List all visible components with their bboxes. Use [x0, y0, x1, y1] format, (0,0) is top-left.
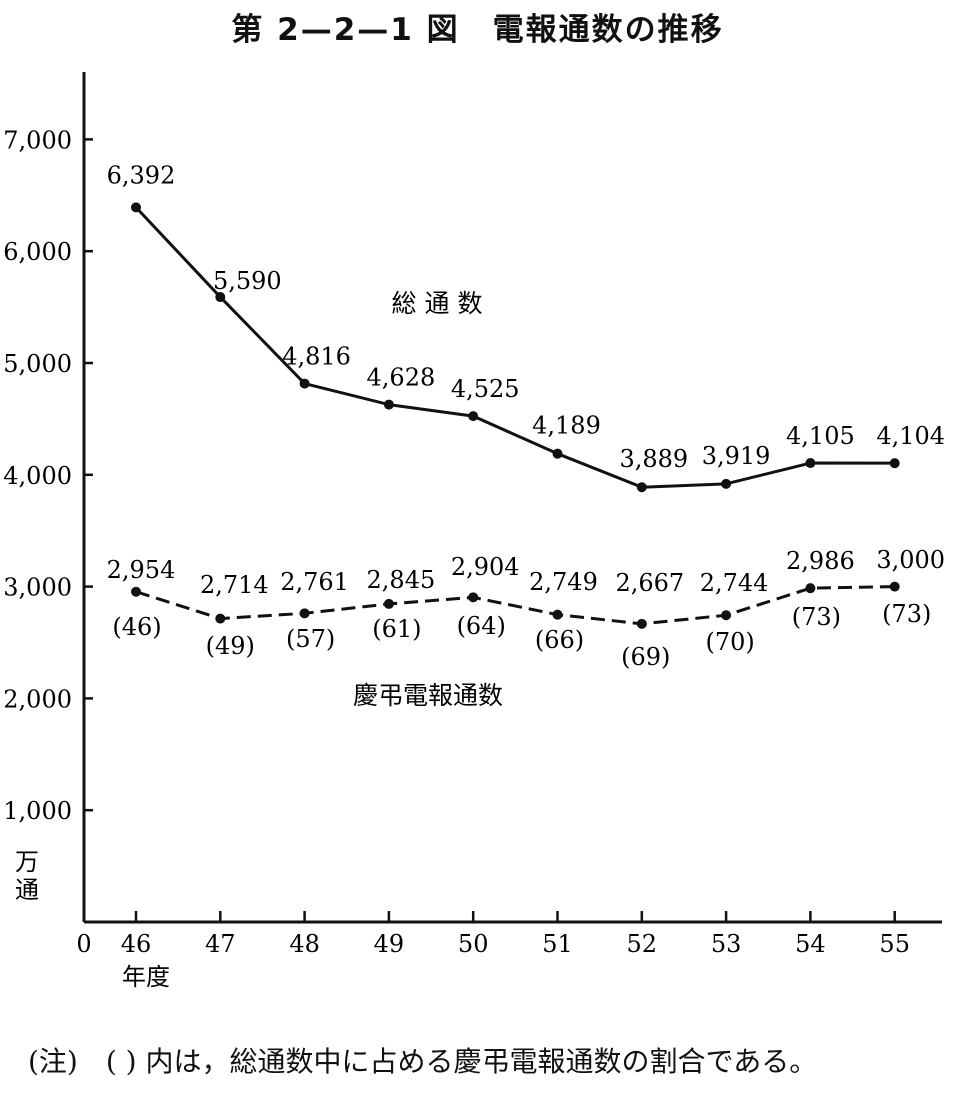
x-tick-label: 51 [542, 930, 573, 958]
y-tick-label: 7,000 [3, 126, 72, 154]
y-tick-label: 2,000 [3, 685, 72, 713]
y-tick-label: 4,000 [3, 462, 72, 490]
x-tick-label: 49 [374, 930, 405, 958]
x-tick-label: 54 [795, 930, 826, 958]
x-origin-label: 0 [76, 930, 91, 958]
data-point [299, 608, 310, 619]
data-label: 2,749 [529, 568, 598, 596]
y-ticks: 1,000 2,000 3,000 4,000 5,000 6,000 7,000 万通 [3, 126, 93, 904]
data-point [131, 586, 141, 597]
y-tick-label: 5,000 [3, 350, 72, 378]
series-layer [131, 202, 900, 629]
data-label: 2,761 [280, 568, 349, 596]
share-label: (49) [206, 632, 255, 660]
data-label: 3,919 [702, 442, 771, 470]
x-tick-label: 50 [458, 930, 489, 958]
share-label: (70) [705, 628, 754, 656]
footnote: (注) ( ) 内は，総通数中に占める慶弔電報通数の割合である。 [28, 1045, 818, 1078]
data-point [215, 613, 226, 624]
data-point [383, 399, 394, 410]
chart-title: 第 2—2—1 図 電報通数の推移 [231, 12, 724, 48]
data-point [383, 598, 394, 609]
data-label: 2,986 [786, 547, 855, 575]
labels-layer: 6,392 5,590 4,816 4,628 4,525 4,189 3,889 3,919… [107, 161, 945, 710]
series-line-congratulatory [135, 585, 895, 626]
data-point [299, 378, 310, 389]
share-label: (73) [882, 600, 931, 628]
y-tick-label: 3,000 [3, 574, 72, 602]
share-label: (61) [372, 615, 421, 643]
share-label: (46) [112, 613, 161, 641]
y-axis-unit-char: 通 [15, 876, 39, 904]
data-label: 4,628 [367, 364, 436, 392]
data-point [215, 292, 226, 303]
series-label-congratulatory: 慶弔電報通数 [353, 681, 503, 710]
x-ticks: 0 46 47 48 49 50 51 52 53 54 55 年度 [76, 911, 910, 991]
x-tick-label: 46 [121, 930, 152, 958]
data-label: 4,189 [532, 412, 601, 440]
data-label: 4,104 [876, 422, 945, 450]
data-point [468, 592, 479, 603]
data-point [721, 478, 732, 489]
data-point [131, 202, 141, 213]
data-point [636, 482, 647, 493]
data-point [889, 458, 900, 469]
data-label: 3,000 [876, 546, 945, 574]
y-axis-unit-char: 万 [15, 848, 39, 876]
x-tick-label: 53 [711, 930, 742, 958]
share-label: (69) [621, 643, 670, 671]
data-point [721, 610, 732, 621]
share-label: (64) [457, 612, 506, 640]
data-label: 4,105 [786, 422, 855, 450]
y-tick-label: 6,000 [3, 238, 72, 266]
x-tick-label: 55 [879, 930, 910, 958]
x-axis-label: 年度 [122, 963, 170, 991]
data-label: 4,816 [282, 343, 351, 371]
data-label: 4,525 [451, 375, 520, 403]
data-point [805, 458, 816, 469]
data-label: 2,744 [700, 569, 769, 597]
data-point [552, 609, 563, 620]
data-point [636, 618, 647, 629]
x-tick-label: 52 [627, 930, 658, 958]
data-label: 2,845 [367, 566, 436, 594]
data-label: 2,714 [200, 571, 269, 599]
x-tick-label: 48 [289, 930, 320, 958]
data-label: 2,667 [615, 569, 684, 597]
data-label: 6,392 [107, 161, 176, 189]
data-label: 2,954 [107, 556, 176, 584]
share-label: (73) [792, 603, 841, 631]
data-label: 5,590 [213, 267, 282, 295]
share-label: (57) [286, 625, 335, 653]
data-label: 2,904 [451, 553, 520, 581]
data-label: 3,889 [619, 445, 688, 473]
data-point [889, 581, 900, 592]
share-label: (66) [535, 626, 584, 654]
data-point [552, 448, 563, 459]
data-point [468, 411, 479, 422]
y-tick-label: 1,000 [3, 797, 72, 825]
series-label-total: 総 通 数 [392, 289, 483, 318]
x-tick-label: 47 [205, 930, 236, 958]
series-line-total [134, 206, 895, 489]
data-point [805, 583, 816, 594]
